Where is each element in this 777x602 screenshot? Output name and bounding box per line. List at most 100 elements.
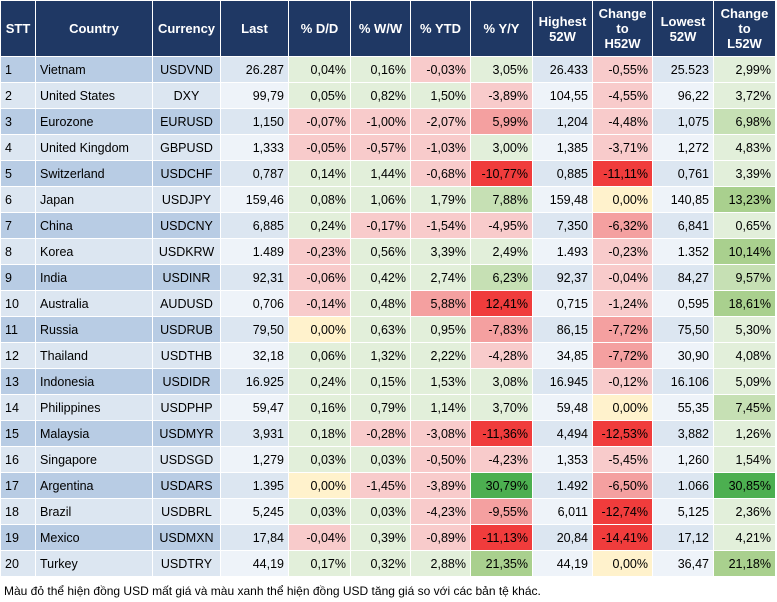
table-row: 17 Argentina USDARS 1.395 0,00% -1,45% -3,89% 3… [0,472,776,499]
value-cell: -0,14% [288,290,351,317]
value-cell: 3,08% [470,368,533,395]
row-number: 19 [0,524,36,551]
column-header: Change to L52W [713,0,776,57]
value-cell: 0,761 [652,160,714,187]
value-cell: 1.066 [652,472,714,499]
value-cell: 0,79% [350,394,411,421]
value-cell: -0,04% [592,264,653,291]
value-cell: 30,79% [470,472,533,499]
footnote: Màu đỏ thể hiện đồng USD mất giá và màu … [4,584,541,598]
row-number: 5 [0,160,36,187]
value-cell: 25.523 [652,56,714,83]
value-cell: 6,98% [713,108,776,135]
value-cell: 0,08% [288,186,351,213]
value-cell: -0,03% [410,56,471,83]
value-cell: 3,05% [470,56,533,83]
value-cell: 0,00% [288,472,351,499]
value-cell: 59,47 [220,394,289,421]
value-cell: 2,22% [410,342,471,369]
value-cell: 2,49% [470,238,533,265]
currency: GBPUSD [152,134,221,161]
value-cell: 6,841 [652,212,714,239]
row-number: 2 [0,82,36,109]
currency: USDBRL [152,498,221,525]
value-cell: -1,54% [410,212,471,239]
value-cell: 7,45% [713,394,776,421]
currency: USDPHP [152,394,221,421]
currency: AUDUSD [152,290,221,317]
column-header: Country [35,0,153,57]
value-cell: 1,272 [652,134,714,161]
value-cell: 99,79 [220,82,289,109]
value-cell: 20,84 [532,524,593,551]
currency: USDJPY [152,186,221,213]
table-row: 13 Indonesia USDIDR 16.925 0,24% 0,15% 1,53% 3,… [0,368,776,395]
value-cell: 0,00% [288,316,351,343]
value-cell: 1,50% [410,82,471,109]
header-row: STT Country Currency Last% D/D% W/W% YTD% Y… [0,0,776,57]
value-cell: 16.925 [220,368,289,395]
value-cell: 0,03% [288,446,351,473]
value-cell: 1.489 [220,238,289,265]
value-cell: 30,85% [713,472,776,499]
value-cell: 6,885 [220,212,289,239]
value-cell: 1,385 [532,134,593,161]
value-cell: 26.433 [532,56,593,83]
value-cell: 9,57% [713,264,776,291]
column-header: % W/W [350,0,411,57]
value-cell: 16.106 [652,368,714,395]
row-number: 10 [0,290,36,317]
value-cell: 12,41% [470,290,533,317]
value-cell: 1,32% [350,342,411,369]
value-cell: 5,88% [410,290,471,317]
value-cell: 4,83% [713,134,776,161]
value-cell: 3,39% [410,238,471,265]
value-cell: -0,06% [288,264,351,291]
value-cell: -0,28% [350,420,411,447]
value-cell: 92,31 [220,264,289,291]
currency: USDKRW [152,238,221,265]
table-row: 14 Philippines USDPHP 59,47 0,16% 0,79% 1,14% 3… [0,394,776,421]
value-cell: 1,44% [350,160,411,187]
currency: USDTHB [152,342,221,369]
row-number: 16 [0,446,36,473]
value-cell: -7,72% [592,342,653,369]
value-cell: 3,00% [470,134,533,161]
row-number: 4 [0,134,36,161]
value-cell: 34,85 [532,342,593,369]
country: Australia [35,290,153,317]
value-cell: 159,48 [532,186,593,213]
currency: USDCHF [152,160,221,187]
table-body: 1 Vietnam USDVND 26.287 0,04% 0,16% -0,03% 3,05… [0,56,776,577]
value-cell: 1.352 [652,238,714,265]
value-cell: 0,00% [592,550,653,577]
value-cell: 0,03% [350,498,411,525]
value-cell: 21,18% [713,550,776,577]
table-row: 19 Mexico USDMXN 17,84 -0,04% 0,39% -0,89% -11,… [0,524,776,551]
row-number: 8 [0,238,36,265]
value-cell: -1,45% [350,472,411,499]
value-cell: 0,06% [288,342,351,369]
value-cell: -4,23% [470,446,533,473]
value-cell: 3,70% [470,394,533,421]
value-cell: 0,706 [220,290,289,317]
row-number: 20 [0,550,36,577]
fx-table: STT Country Currency Last% D/D% W/W% YTD% Y… [0,0,776,577]
row-number: 12 [0,342,36,369]
column-header: Lowest 52W [652,0,714,57]
value-cell: 0,04% [288,56,351,83]
value-cell: 0,18% [288,420,351,447]
value-cell: -0,23% [288,238,351,265]
table-row: 10 Australia AUDUSD 0,706 -0,14% 0,48% 5,88% 12… [0,290,776,317]
table-row: 3 Eurozone EURUSD 1,150 -0,07% -1,00% -2,07% 5,… [0,108,776,135]
country: Mexico [35,524,153,551]
country: Switzerland [35,160,153,187]
value-cell: 2,88% [410,550,471,577]
value-cell: -1,00% [350,108,411,135]
value-cell: -14,41% [592,524,653,551]
value-cell: 6,23% [470,264,533,291]
value-cell: 0,24% [288,212,351,239]
table-row: 7 China USDCNY 6,885 0,24% -0,17% -1,54% -4,95%… [0,212,776,239]
value-cell: -4,95% [470,212,533,239]
table-row: 20 Turkey USDTRY 44,19 0,17% 0,32% 2,88% 21,35%… [0,550,776,577]
